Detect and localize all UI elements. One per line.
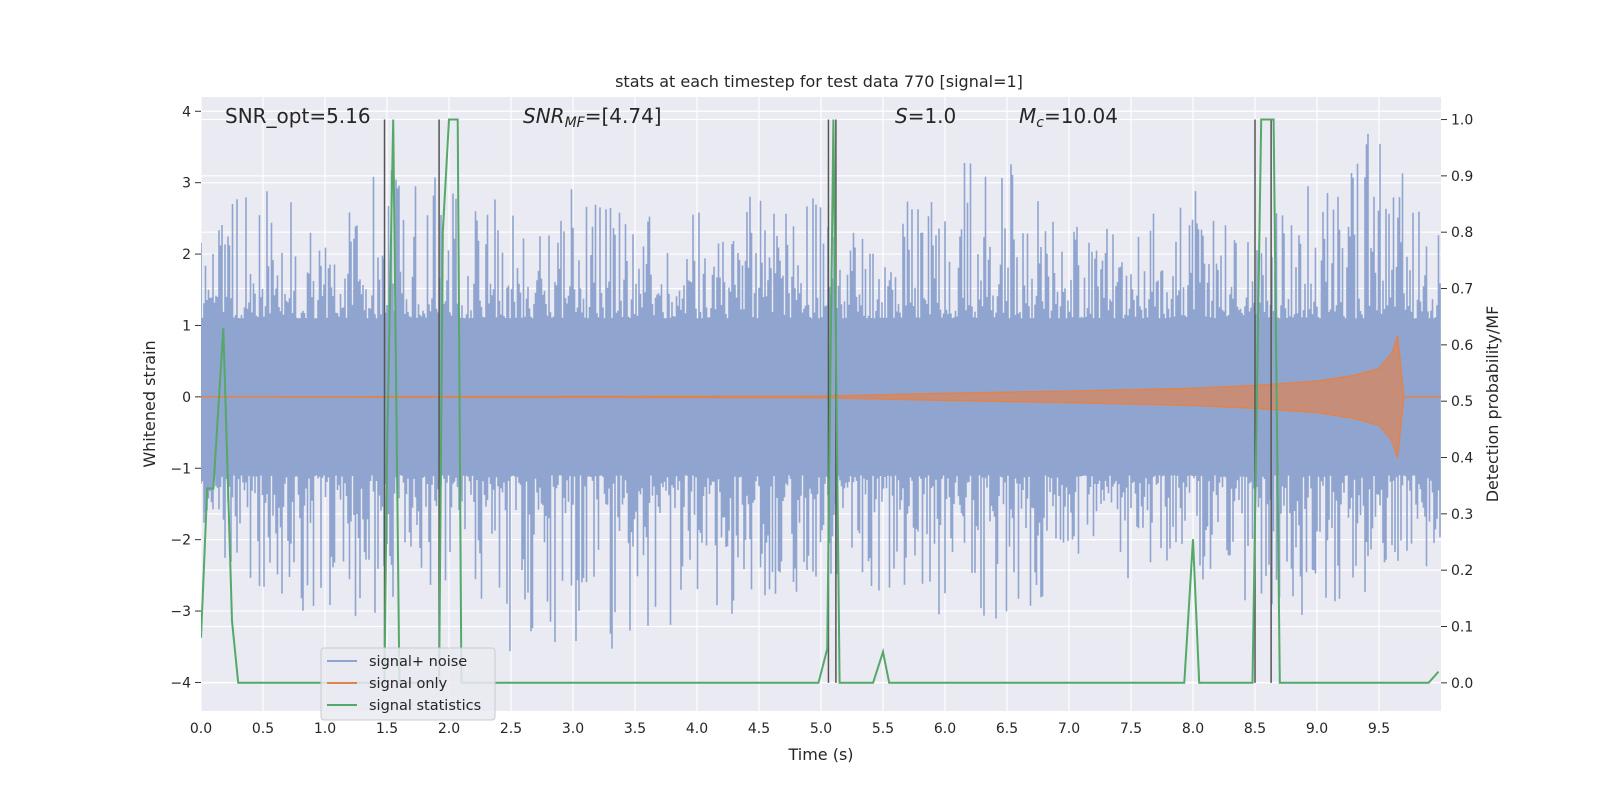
x-tick-label: 5.0 bbox=[810, 721, 832, 737]
y-left-tick-label: −3 bbox=[170, 604, 191, 620]
x-tick-label: 4.0 bbox=[686, 721, 708, 737]
x-tick-label: 6.0 bbox=[934, 721, 956, 737]
s-annotation: S=1.0 bbox=[895, 104, 956, 128]
x-tick-label: 0.5 bbox=[252, 721, 274, 737]
y-right-axis-label: Detection probability/MF bbox=[1483, 306, 1502, 503]
s-symbol: S bbox=[895, 104, 908, 128]
snr-mf-symbol: SNR bbox=[523, 104, 565, 128]
chart-title: stats at each timestep for test data 770… bbox=[615, 72, 1023, 91]
y-right-tick-label: 0.4 bbox=[1451, 451, 1473, 467]
y-left-tick-label: 2 bbox=[182, 247, 191, 263]
x-tick-label: 9.0 bbox=[1306, 721, 1328, 737]
y-right-tick-label: 0.9 bbox=[1451, 169, 1473, 185]
legend-box bbox=[320, 647, 496, 721]
x-tick-label: 5.5 bbox=[872, 721, 894, 737]
x-tick-label: 1.5 bbox=[376, 721, 398, 737]
x-tick-label: 2.0 bbox=[438, 721, 460, 737]
x-tick-label: 9.5 bbox=[1368, 721, 1390, 737]
legend-label-signal: signal only bbox=[369, 676, 448, 692]
x-axis-ticks: 0.0 0.5 1.0 1.5 2.0 2.5 3.0 3.5 4.0 4.5 5.0 5.5 6.0 6… bbox=[190, 721, 1390, 737]
y-left-tick-label: −2 bbox=[170, 533, 191, 549]
x-tick-label: 3.5 bbox=[624, 721, 646, 737]
x-tick-label: 4.5 bbox=[748, 721, 770, 737]
legend-label-noise: signal+ noise bbox=[369, 654, 467, 670]
y-right-axis-ticks: 1.0 0.9 0.8 0.7 0.6 0.5 0.4 0.3 0.2 0.1 0.0 bbox=[1441, 113, 1473, 692]
x-tick-label: 0.0 bbox=[190, 721, 212, 737]
series-signal-statistics bbox=[201, 118, 1440, 684]
y-left-tick-label: 1 bbox=[182, 318, 191, 334]
snr-mf-value: =[4.74] bbox=[585, 104, 662, 128]
y-left-tick-label: 3 bbox=[182, 176, 191, 192]
series-signal-only bbox=[201, 335, 1441, 458]
y-left-tick-label: −4 bbox=[170, 675, 191, 691]
y-right-tick-label: 0.6 bbox=[1451, 338, 1473, 354]
x-tick-label: 3.0 bbox=[562, 721, 584, 737]
y-right-tick-label: 0.8 bbox=[1451, 225, 1473, 241]
y-right-tick-label: 0.2 bbox=[1451, 563, 1473, 579]
y-right-tick-label: 0.7 bbox=[1451, 282, 1473, 298]
plot-series bbox=[201, 118, 1441, 684]
y-left-axis-label: Whitened strain bbox=[140, 340, 159, 467]
snr-mf-subscript: MF bbox=[565, 115, 586, 131]
snr-opt-annotation: SNR_opt=5.16 bbox=[225, 104, 371, 128]
x-tick-label: 7.5 bbox=[1120, 721, 1142, 737]
y-left-axis-ticks: 4 3 2 1 0 −1 −2 −3 −4 bbox=[170, 104, 201, 691]
x-tick-label: 1.0 bbox=[314, 721, 336, 737]
mc-value: =10.04 bbox=[1044, 104, 1118, 128]
legend-label-stats: signal statistics bbox=[369, 698, 481, 714]
y-right-tick-label: 1.0 bbox=[1451, 113, 1473, 129]
y-right-tick-label: 0.1 bbox=[1451, 620, 1473, 636]
s-value: =1.0 bbox=[908, 104, 957, 128]
snr-mf-annotation: SNRMF=[4.74] bbox=[523, 104, 662, 131]
x-tick-label: 8.0 bbox=[1182, 721, 1204, 737]
y-right-tick-label: 0.5 bbox=[1451, 394, 1473, 410]
legend: signal+ noise signal only signal statist… bbox=[320, 647, 496, 721]
y-left-tick-label: 4 bbox=[182, 104, 191, 120]
x-tick-label: 7.0 bbox=[1058, 721, 1080, 737]
y-right-tick-label: 0.0 bbox=[1451, 676, 1473, 692]
mc-symbol: M bbox=[1019, 104, 1036, 128]
y-left-tick-label: 0 bbox=[182, 390, 191, 406]
x-axis-label: Time (s) bbox=[787, 745, 853, 764]
x-tick-label: 2.5 bbox=[500, 721, 522, 737]
x-tick-label: 6.5 bbox=[996, 721, 1018, 737]
x-tick-label: 8.5 bbox=[1244, 721, 1266, 737]
y-left-tick-label: −1 bbox=[170, 461, 191, 477]
mc-annotation: Mc=10.04 bbox=[1019, 104, 1118, 131]
mc-subscript: c bbox=[1036, 115, 1044, 131]
y-right-tick-label: 0.3 bbox=[1451, 507, 1473, 523]
